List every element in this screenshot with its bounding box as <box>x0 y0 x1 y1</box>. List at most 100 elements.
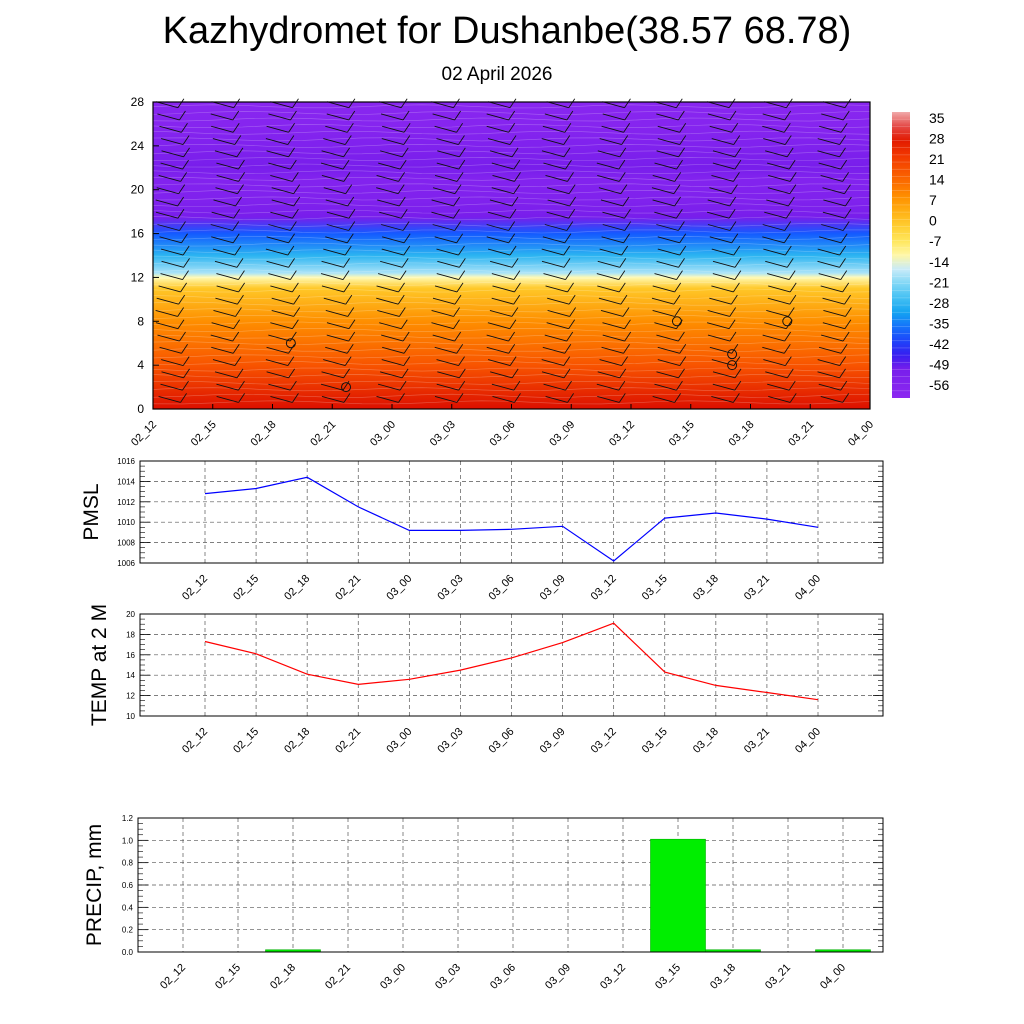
wind-barb-flag <box>839 147 846 158</box>
wind-barb-flag <box>508 110 516 121</box>
x-tick-label: 02_15 <box>231 726 261 756</box>
wind-barb-flag <box>343 147 350 158</box>
wind-barb-staff <box>326 101 350 109</box>
wind-barb-flag <box>623 233 630 244</box>
wind-barb-staff <box>818 273 841 281</box>
x-tick-label: 03_09 <box>538 573 568 603</box>
wind-barb-staff <box>597 371 620 379</box>
wind-barb-staff <box>376 395 399 403</box>
contour-line <box>153 176 871 181</box>
wind-barb-staff <box>600 199 624 207</box>
y-tick-label: 20 <box>126 610 135 619</box>
wind-barb-staff <box>486 113 509 121</box>
wind-barb-flag <box>729 196 737 207</box>
wind-barb-flag <box>622 307 630 317</box>
wind-barb-staff <box>602 224 625 231</box>
wind-barb-staff <box>213 199 236 207</box>
wind-barb-flag <box>513 159 521 170</box>
wind-barb-staff <box>490 260 513 268</box>
wind-barb-staff <box>822 101 846 109</box>
wind-barb-flag <box>236 147 244 158</box>
wind-barb-staff <box>491 297 514 305</box>
colorbar-label: 0 <box>929 213 937 229</box>
wind-barb-flag <box>789 184 797 194</box>
wind-barb-staff <box>600 310 624 317</box>
wind-barb-flag <box>784 331 792 342</box>
wind-barb-staff <box>821 113 844 121</box>
wind-barb-staff <box>709 125 732 133</box>
wind-barb-flag <box>511 258 519 268</box>
wind-barb-flag <box>839 135 847 145</box>
wind-barb-flag <box>839 356 847 366</box>
wind-barb-flag <box>563 368 571 379</box>
wind-barb-staff <box>762 125 785 133</box>
wind-barb-flag <box>454 331 462 342</box>
wind-barb-flag <box>842 331 850 342</box>
wind-barb-staff <box>266 125 289 133</box>
wind-barb-staff <box>763 138 786 145</box>
wind-barb-flag <box>293 307 301 317</box>
wind-barb-flag <box>565 380 572 391</box>
wind-barb-flag <box>508 221 516 231</box>
wind-barb-flag <box>785 98 793 108</box>
wind-barb-flag <box>342 270 350 280</box>
wind-barb-flag <box>398 307 406 317</box>
wind-barb-staff <box>270 322 293 330</box>
wind-barb-staff <box>326 224 349 231</box>
wind-barb-flag <box>728 208 736 219</box>
wind-barb-flag <box>509 208 517 219</box>
wind-barb-staff <box>210 334 233 342</box>
y-tick-label: 1.2 <box>122 814 134 823</box>
wind-barb-staff <box>156 187 179 195</box>
x-tick-label: 03_21 <box>763 962 793 992</box>
wind-barb-flag <box>789 393 797 403</box>
wind-barb-staff <box>762 236 785 244</box>
wind-barb-flag <box>842 110 850 121</box>
wind-barb-staff <box>762 334 785 342</box>
wind-barb-flag <box>399 159 407 170</box>
wind-barb-flag <box>568 208 576 219</box>
wind-barb-flag <box>733 393 740 403</box>
y-tick-label: 1014 <box>117 477 135 486</box>
wind-barb-staff <box>767 273 790 281</box>
wind-barb-flag <box>563 135 571 145</box>
wind-barb-flag <box>621 245 629 256</box>
wind-barb-staff <box>596 162 619 170</box>
chart-title: Kazhydromet for Dushanbe(38.57 68.78) <box>162 10 852 52</box>
wind-barb-staff <box>321 174 345 182</box>
contour-line <box>152 117 871 122</box>
wind-barb-flag <box>676 159 683 170</box>
y-tick-label: 12 <box>131 270 145 284</box>
contour-line <box>152 367 871 372</box>
wind-barb-staff <box>768 285 791 293</box>
wind-barb-staff <box>320 273 344 281</box>
wind-barb-flag <box>347 196 355 207</box>
wind-barb-staff <box>266 236 289 244</box>
wind-barb-flag <box>842 282 850 293</box>
wind-barb-flag <box>343 282 351 293</box>
wind-barb-flag <box>511 147 519 158</box>
y-axis-title: PMSL <box>80 483 103 540</box>
y-tick-label: 4 <box>137 358 144 372</box>
wind-barb-staff <box>323 187 346 195</box>
x-tick-label: 02_21 <box>333 726 363 756</box>
wind-barb-flag <box>182 135 190 145</box>
wind-barb-staff <box>654 383 677 391</box>
y-tick-label: 0.8 <box>122 859 134 868</box>
wind-barb-flag <box>456 233 464 244</box>
y-tick-label: 8 <box>137 314 144 328</box>
wind-barb-staff <box>546 211 569 219</box>
wind-barb-flag <box>458 258 466 268</box>
wind-barb-flag <box>288 123 296 133</box>
x-tick-label: 03_03 <box>435 573 465 603</box>
wind-barb-staff <box>432 224 455 231</box>
wind-barb-flag <box>618 270 626 280</box>
wind-barb-staff <box>436 248 459 256</box>
wind-barb-flag <box>454 294 462 305</box>
wind-barb-staff <box>491 383 515 391</box>
contour-line <box>152 137 871 142</box>
wind-barb-staff <box>762 346 785 354</box>
wind-barb-staff <box>216 383 239 391</box>
wind-barb-flag <box>343 258 350 268</box>
wind-barb-staff <box>712 383 735 391</box>
